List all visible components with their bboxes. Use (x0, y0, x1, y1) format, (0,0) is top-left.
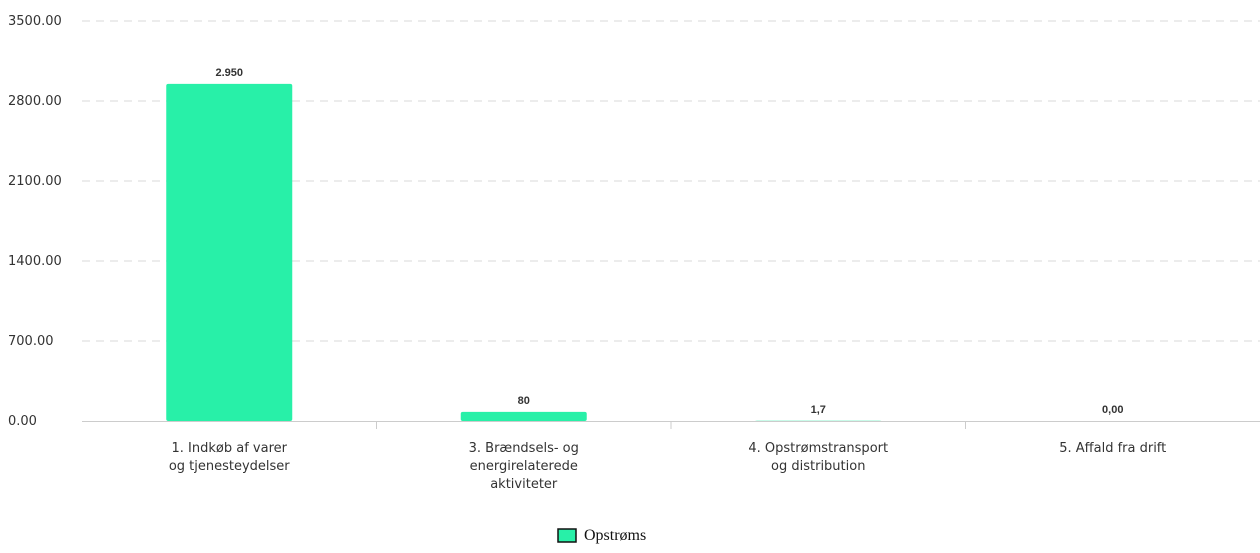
y-tick-label: 3500.00 (8, 14, 62, 29)
data-label: 0,00 (1102, 404, 1123, 416)
x-tick-label: 1. Indkøb af varer og tjenesteydelser (169, 441, 290, 474)
x-axis: 1. Indkøb af varer og tjenesteydelser 3. B… (82, 421, 1260, 492)
data-label: 80 (518, 395, 530, 407)
x-tick-label: 5. Affald fra drift (1059, 441, 1166, 456)
x-tick-label: 4. Opstrømstransport og distribution (748, 441, 888, 474)
y-axis: 0.00 700.00 1400.00 2100.00 2800.00 3500.00 (8, 14, 62, 429)
y-tick-label: 2800.00 (8, 94, 62, 109)
bars: 2.950 80 1,7 0,00 (166, 67, 1123, 421)
bar[interactable] (166, 83, 293, 421)
y-tick-label: 0.00 (8, 414, 37, 429)
y-tick-label: 1400.00 (8, 254, 62, 269)
legend[interactable]: Opstrøms (557, 527, 646, 544)
data-label: 1,7 (811, 404, 826, 416)
data-label: 2.950 (215, 67, 243, 79)
x-tick-label: 3. Brændsels- og energirelaterede aktivite… (469, 441, 579, 492)
legend-swatch (557, 528, 577, 543)
y-tick-label: 2100.00 (8, 174, 62, 189)
legend-label: Opstrøms (584, 527, 646, 544)
y-tick-label: 700.00 (8, 334, 54, 349)
bar[interactable] (460, 411, 587, 421)
